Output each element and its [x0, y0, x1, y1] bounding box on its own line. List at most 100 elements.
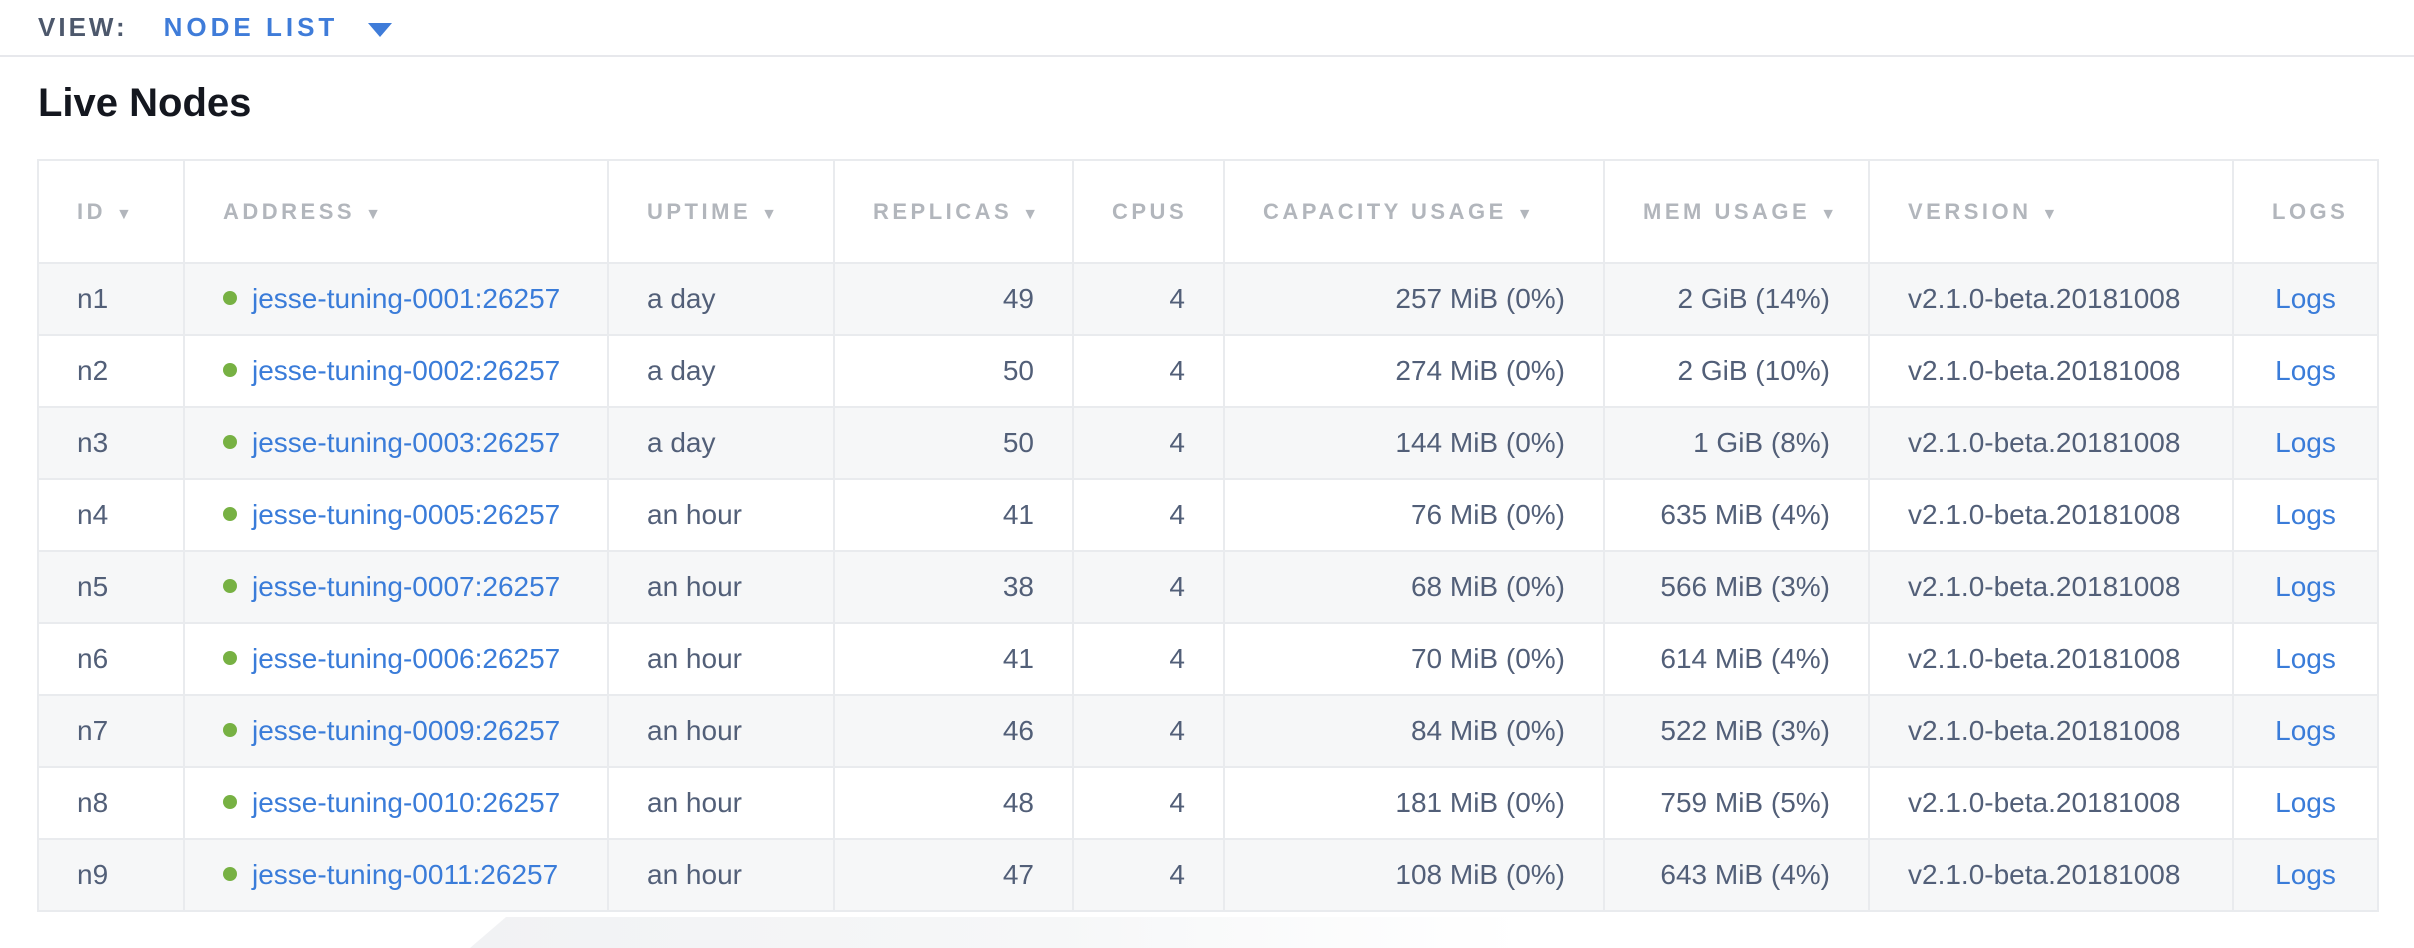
- address-link[interactable]: jesse-tuning-0003:26257: [252, 427, 561, 458]
- cell-uptime: an hour: [607, 550, 835, 624]
- cell-uptime: a day: [607, 406, 835, 480]
- cell-address: jesse-tuning-0002:26257: [183, 334, 609, 408]
- cell-cpus: 4: [1072, 694, 1225, 768]
- cell-logs: Logs: [2232, 262, 2379, 336]
- address-link[interactable]: jesse-tuning-0001:26257: [252, 283, 561, 314]
- address-link[interactable]: jesse-tuning-0002:26257: [252, 355, 561, 386]
- cell-capacity_usage: 68 MiB (0%): [1223, 550, 1605, 624]
- column-header-cpus: CPUS: [1072, 159, 1225, 264]
- cell-uptime: a day: [607, 262, 835, 336]
- column-header-mem_usage[interactable]: MEM USAGE ▼: [1603, 159, 1870, 264]
- column-header-version[interactable]: VERSION ▼: [1868, 159, 2234, 264]
- sort-desc-icon: ▼: [1820, 205, 1837, 223]
- cell-cpus: 4: [1072, 478, 1225, 552]
- logs-link[interactable]: Logs: [2275, 283, 2336, 314]
- cell-cpus: 4: [1072, 406, 1225, 480]
- cell-uptime: an hour: [607, 694, 835, 768]
- cell-mem_usage: 614 MiB (4%): [1603, 622, 1870, 696]
- address-link[interactable]: jesse-tuning-0011:26257: [252, 859, 559, 890]
- logs-link[interactable]: Logs: [2275, 643, 2336, 674]
- logs-link[interactable]: Logs: [2275, 715, 2336, 746]
- node-live-status-dot: [223, 866, 237, 881]
- cell-id: n8: [37, 766, 185, 840]
- cell-mem_usage: 635 MiB (4%): [1603, 478, 1870, 552]
- cell-uptime: an hour: [607, 838, 835, 912]
- column-label: ADDRESS: [223, 198, 356, 224]
- node-live-status-dot: [223, 794, 237, 809]
- view-dropdown[interactable]: NODE LIST: [164, 12, 393, 43]
- view-selector-bar: VIEW: NODE LIST: [0, 0, 2414, 57]
- cell-address: jesse-tuning-0010:26257: [183, 766, 609, 840]
- below-fold-shadow: [470, 917, 1525, 948]
- column-header-id[interactable]: ID ▼: [37, 159, 185, 264]
- cell-replicas: 41: [833, 478, 1074, 552]
- cell-id: n9: [37, 838, 185, 912]
- column-label: REPLICAS: [873, 198, 1013, 224]
- column-label: CPUS: [1112, 198, 1188, 224]
- cell-uptime: a day: [607, 334, 835, 408]
- cell-cpus: 4: [1072, 550, 1225, 624]
- table-header-row: ID ▼ ADDRESS ▼ UPTIME ▼ REPLICAS ▼ CPUS CAPACITY …: [37, 159, 2379, 264]
- cell-uptime: an hour: [607, 766, 835, 840]
- logs-link[interactable]: Logs: [2275, 859, 2336, 890]
- cell-capacity_usage: 76 MiB (0%): [1223, 478, 1605, 552]
- page-title: Live Nodes: [38, 81, 252, 125]
- logs-link[interactable]: Logs: [2275, 427, 2336, 458]
- cell-capacity_usage: 274 MiB (0%): [1223, 334, 1605, 408]
- logs-link[interactable]: Logs: [2275, 571, 2336, 602]
- cell-version: v2.1.0-beta.20181008: [1868, 262, 2234, 336]
- node-live-status-dot: [223, 362, 237, 377]
- node-live-status-dot: [223, 506, 237, 521]
- cell-logs: Logs: [2232, 694, 2379, 768]
- address-link[interactable]: jesse-tuning-0005:26257: [252, 499, 561, 530]
- node-live-status-dot: [223, 722, 237, 737]
- column-header-capacity_usage[interactable]: CAPACITY USAGE ▼: [1223, 159, 1605, 264]
- column-header-address[interactable]: ADDRESS ▼: [183, 159, 609, 264]
- cell-capacity_usage: 257 MiB (0%): [1223, 262, 1605, 336]
- cell-logs: Logs: [2232, 622, 2379, 696]
- cell-version: v2.1.0-beta.20181008: [1868, 622, 2234, 696]
- cell-address: jesse-tuning-0003:26257: [183, 406, 609, 480]
- chevron-down-icon: [368, 22, 393, 37]
- table-row: n8 jesse-tuning-0010:26257 an hour 48 4 181 M…: [37, 766, 2379, 840]
- cell-address: jesse-tuning-0011:26257: [183, 838, 609, 912]
- cell-mem_usage: 566 MiB (3%): [1603, 550, 1870, 624]
- cell-uptime: an hour: [607, 622, 835, 696]
- cell-version: v2.1.0-beta.20181008: [1868, 766, 2234, 840]
- cell-address: jesse-tuning-0009:26257: [183, 694, 609, 768]
- cell-logs: Logs: [2232, 766, 2379, 840]
- column-label: VERSION: [1908, 198, 2032, 224]
- cell-mem_usage: 2 GiB (10%): [1603, 334, 1870, 408]
- logs-link[interactable]: Logs: [2275, 355, 2336, 386]
- column-label: UPTIME: [647, 198, 752, 224]
- cell-version: v2.1.0-beta.20181008: [1868, 334, 2234, 408]
- table-row: n9 jesse-tuning-0011:26257 an hour 47 4 108 M…: [37, 838, 2379, 912]
- cell-id: n3: [37, 406, 185, 480]
- sort-desc-icon: ▼: [1022, 205, 1039, 223]
- node-live-status-dot: [223, 578, 237, 593]
- column-header-replicas[interactable]: REPLICAS ▼: [833, 159, 1074, 264]
- cell-logs: Logs: [2232, 478, 2379, 552]
- cell-id: n2: [37, 334, 185, 408]
- address-link[interactable]: jesse-tuning-0010:26257: [252, 787, 561, 818]
- cell-capacity_usage: 144 MiB (0%): [1223, 406, 1605, 480]
- logs-link[interactable]: Logs: [2275, 499, 2336, 530]
- cell-id: n5: [37, 550, 185, 624]
- address-link[interactable]: jesse-tuning-0009:26257: [252, 715, 561, 746]
- cell-mem_usage: 522 MiB (3%): [1603, 694, 1870, 768]
- cell-replicas: 49: [833, 262, 1074, 336]
- sort-desc-icon: ▼: [1516, 205, 1533, 223]
- address-link[interactable]: jesse-tuning-0006:26257: [252, 643, 561, 674]
- address-link[interactable]: jesse-tuning-0007:26257: [252, 571, 561, 602]
- cell-mem_usage: 759 MiB (5%): [1603, 766, 1870, 840]
- cell-address: jesse-tuning-0005:26257: [183, 478, 609, 552]
- cell-replicas: 46: [833, 694, 1074, 768]
- cell-capacity_usage: 70 MiB (0%): [1223, 622, 1605, 696]
- view-dropdown-value: NODE LIST: [163, 12, 339, 42]
- column-header-uptime[interactable]: UPTIME ▼: [607, 159, 835, 264]
- cell-capacity_usage: 181 MiB (0%): [1223, 766, 1605, 840]
- sort-desc-icon: ▼: [365, 205, 381, 223]
- table-row: n2 jesse-tuning-0002:26257 a day 50 4 274 MiB…: [37, 334, 2379, 408]
- column-label: MEM USAGE: [1643, 198, 1811, 224]
- logs-link[interactable]: Logs: [2275, 787, 2336, 818]
